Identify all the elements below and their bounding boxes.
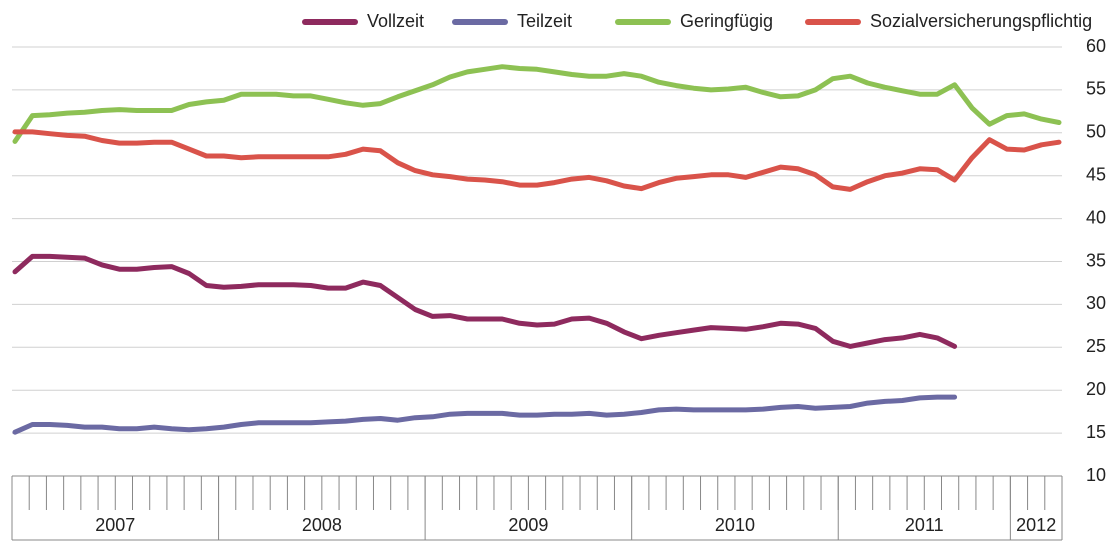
y-tick-label: 35	[1086, 250, 1106, 270]
y-tick-label: 40	[1086, 207, 1106, 227]
y-tick-label: 25	[1086, 336, 1106, 356]
y-tick-label: 55	[1086, 79, 1106, 99]
year-label: 2011	[905, 515, 944, 535]
series-line	[12, 394, 958, 435]
series-line	[12, 253, 958, 349]
y-tick-label: 50	[1086, 122, 1106, 142]
legend-label: Geringfügig	[680, 11, 773, 31]
year-label: 2007	[95, 515, 135, 535]
series-line	[12, 129, 1062, 192]
legend-label: Sozialversicherungspflichtig	[870, 11, 1092, 31]
y-tick-label: 45	[1086, 164, 1106, 184]
y-tick-label: 30	[1086, 293, 1106, 313]
year-label: 2012	[1016, 515, 1056, 535]
y-tick-label: 15	[1086, 422, 1106, 442]
legend-label: Vollzeit	[367, 11, 424, 31]
y-tick-label: 20	[1086, 379, 1106, 399]
y-tick-label: 10	[1086, 465, 1106, 485]
year-label: 2008	[302, 515, 342, 535]
legend-label: Teilzeit	[517, 11, 572, 31]
year-label: 2009	[508, 515, 548, 535]
series-line	[12, 64, 1062, 144]
year-label: 2010	[715, 515, 755, 535]
y-tick-label: 60	[1086, 36, 1106, 56]
